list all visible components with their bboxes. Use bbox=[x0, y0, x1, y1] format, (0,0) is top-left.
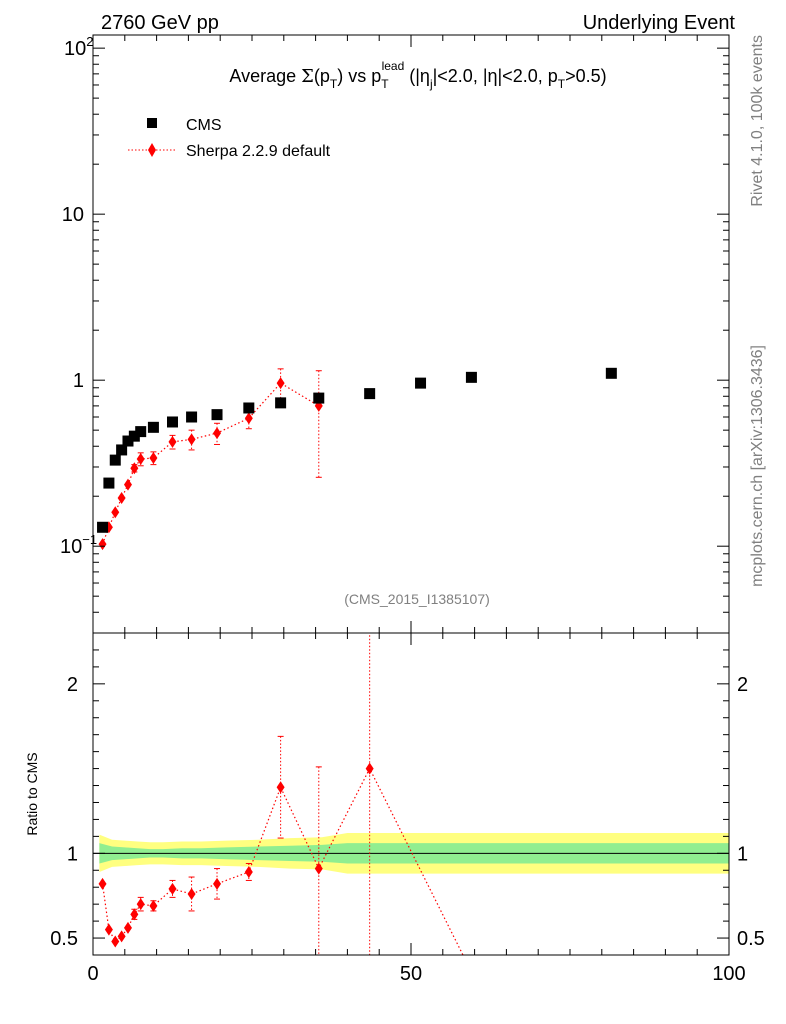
ratio-sherpa-point bbox=[136, 898, 145, 911]
ratio-y-tick-label: 2 bbox=[67, 674, 78, 696]
cms-point bbox=[415, 377, 427, 389]
ratio-x-tick-label: 50 bbox=[400, 963, 422, 985]
sherpa-point bbox=[149, 451, 158, 464]
sherpa-point bbox=[168, 435, 177, 448]
header-right-label: Underlying Event bbox=[583, 12, 736, 34]
plot-title: Average Σ(pT) vs pTlead (|ηj|<2.0, |η|<2… bbox=[229, 59, 606, 91]
mcplots-label: mcplots.cern.ch [arXiv:1306.3436] bbox=[749, 345, 766, 587]
cms-point bbox=[109, 454, 121, 466]
ratio-sherpa-point bbox=[98, 877, 107, 890]
ratio-sherpa-point bbox=[467, 966, 475, 978]
ratio-sherpa-point bbox=[365, 762, 374, 775]
ratio-sherpa-point bbox=[213, 877, 222, 890]
cms-point bbox=[147, 421, 159, 433]
main-y-tick-label: 10 bbox=[62, 204, 84, 226]
ratio-sherpa-point bbox=[187, 887, 196, 900]
legend: CMS Sherpa 2.2.9 default bbox=[128, 117, 331, 160]
ratio-sherpa-point bbox=[168, 882, 177, 895]
sherpa-point bbox=[136, 453, 145, 466]
main-plot-panel: 10−1 1 10 102 Average Σ(pT) vs pTlead (|ηj|… bbox=[60, 34, 730, 634]
sherpa-point bbox=[98, 538, 107, 551]
ratio-y-tick-label: 0.5 bbox=[50, 928, 78, 950]
ratio-sherpa-point bbox=[276, 781, 285, 794]
cms-point bbox=[122, 435, 134, 447]
sherpa-point bbox=[111, 506, 120, 519]
ratio-x-tick-label: 0 bbox=[87, 963, 98, 985]
cms-point bbox=[128, 430, 140, 442]
ratio-sherpa-line bbox=[101, 767, 464, 955]
legend-sherpa-label: Sherpa 2.2.9 default bbox=[186, 143, 331, 160]
ratio-y-tick-label-right: 1 bbox=[737, 843, 748, 865]
ratio-sherpa-point bbox=[149, 899, 158, 912]
ratio-sherpa-point bbox=[130, 908, 139, 921]
legend-cms-marker bbox=[147, 118, 157, 128]
ratio-x-tick-label: 100 bbox=[712, 963, 745, 985]
sherpa-point bbox=[117, 492, 126, 505]
cms-point bbox=[605, 367, 617, 379]
cms-point bbox=[211, 409, 223, 421]
cms-point bbox=[167, 416, 178, 428]
legend-cms-label: CMS bbox=[186, 117, 222, 134]
ratio-sherpa-point bbox=[111, 935, 120, 948]
sherpa-point bbox=[213, 427, 222, 440]
sherpa-point bbox=[123, 478, 132, 491]
ratio-y-tick-label-right: 2 bbox=[737, 674, 748, 696]
analysis-watermark: (CMS_2015_I1385107) bbox=[344, 591, 490, 607]
ratio-plot-panel: 0.5 0.5 1 1 2 2 0 50 100 Ratio to CMS bbox=[24, 632, 765, 985]
main-y-tick-label: 102 bbox=[64, 34, 93, 60]
sherpa-point bbox=[130, 462, 139, 475]
cms-point bbox=[465, 371, 477, 383]
cms-point bbox=[313, 392, 325, 404]
cms-point bbox=[103, 477, 115, 489]
ratio-sherpa-point bbox=[244, 865, 253, 878]
cms-point bbox=[116, 444, 128, 456]
ratio-y-axis-label: Ratio to CMS bbox=[24, 752, 40, 835]
sherpa-point bbox=[244, 412, 253, 425]
sherpa-point bbox=[276, 377, 285, 390]
sherpa-point bbox=[187, 433, 196, 446]
ratio-plot-frame bbox=[92, 632, 730, 956]
legend-sherpa-marker bbox=[148, 143, 156, 157]
header-left-label: 2760 GeV pp bbox=[101, 12, 219, 34]
ratio-sherpa-point bbox=[117, 930, 126, 943]
main-y-tick-label: 10−1 bbox=[60, 532, 97, 558]
main-y-tick-label: 1 bbox=[73, 370, 84, 392]
ratio-sherpa-point bbox=[314, 862, 323, 875]
ratio-sherpa-point bbox=[123, 921, 132, 934]
cms-point bbox=[275, 397, 287, 409]
ratio-sherpa-point bbox=[104, 923, 113, 936]
cms-point bbox=[186, 411, 198, 423]
ratio-y-tick-label: 1 bbox=[67, 843, 78, 865]
rivet-version-label: Rivet 4.1.0, 100k events bbox=[749, 35, 766, 207]
ratio-y-tick-label-right: 0.5 bbox=[737, 928, 765, 950]
cms-point bbox=[135, 426, 147, 438]
cms-point bbox=[97, 521, 109, 533]
cms-point bbox=[364, 388, 376, 400]
cms-point bbox=[243, 402, 255, 414]
svg-text:Average Σ(pT) vs pTlead (|ηj|<: Average Σ(pT) vs pTlead (|ηj|<2.0, |η|<2… bbox=[229, 59, 606, 91]
